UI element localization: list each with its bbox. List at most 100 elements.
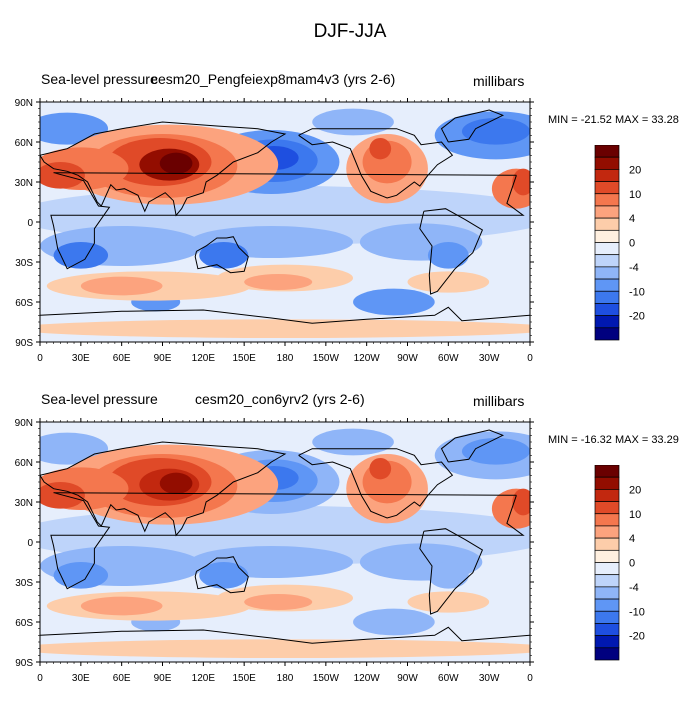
colorbar-swatch (594, 145, 620, 158)
colorbar-swatch (594, 525, 620, 539)
lon-tick-label: 30W (479, 353, 500, 364)
colorbar-swatch (594, 574, 620, 588)
colorbar-swatch (594, 229, 620, 243)
colorbar-label: -10 (629, 606, 645, 618)
colorbar-swatch (594, 169, 620, 182)
lat-tick-label: 0 (27, 538, 33, 549)
lon-tick-label: 60E (113, 673, 131, 684)
lon-tick-label: 120W (354, 673, 381, 684)
lat-tick-label: 90S (15, 658, 33, 669)
lon-tick-label: 60E (113, 353, 131, 364)
lat-tick-label: 60N (15, 138, 33, 149)
lat-tick-label: 60S (15, 618, 33, 629)
min-max-label: MIN = -21.52 MAX = 33.28 (548, 114, 679, 126)
colorbar-swatch (594, 549, 620, 563)
colorbar-label: 20 (629, 164, 641, 176)
lon-tick-label: 30E (72, 673, 90, 684)
colorbar-swatch (594, 513, 620, 527)
colorbar-swatch (594, 217, 620, 231)
colorbar-swatch (594, 586, 620, 600)
colorbar-swatch (594, 193, 620, 207)
lon-tick-label: 150E (232, 353, 256, 364)
colorbar-label: 4 (629, 533, 635, 545)
colorbar-label: 10 (629, 189, 641, 201)
units-label: millibars (473, 393, 525, 409)
colorbar: 20 10 4 0 -4 -10 -20 (567, 465, 700, 665)
lon-tick-label: 0 (527, 353, 533, 364)
colorbar: 20 10 4 0 -4 -10 -20 (567, 145, 700, 345)
lon-tick-label: 60W (438, 673, 459, 684)
units-label: millibars (473, 73, 525, 89)
colorbar-label: 0 (629, 238, 635, 250)
colorbar-swatch (594, 205, 620, 219)
lon-tick-label: 120E (192, 353, 216, 364)
colorbar-swatch (594, 290, 620, 304)
lon-tick-label: 90W (397, 673, 418, 684)
contour-map: 90N 60N 30N 0 30S 60S 90S 0 30E 60E 90E 120E 150E 180… (15, 418, 534, 684)
lat-tick-label: 0 (27, 218, 33, 229)
lon-tick-label: 0 (527, 673, 533, 684)
field-label: Sea-level pressure (41, 71, 158, 87)
colorbar-swatch (594, 562, 620, 576)
lon-tick-label: 0 (37, 353, 43, 364)
colorbar-swatch (594, 610, 620, 624)
colorbar-swatch (594, 242, 620, 256)
colorbar-swatch (594, 315, 620, 329)
map-panel-bottom: Sea-level pressure cesm20_con6yrv2 (yrs … (0, 390, 700, 710)
lat-tick-label: 60S (15, 298, 33, 309)
colorbar-label: -4 (629, 582, 639, 594)
map-panel-top: Sea-level pressure cesm20_Pengfeiexp8mam… (0, 70, 700, 390)
lon-tick-label: 120E (192, 673, 216, 684)
colorbar-label: 4 (629, 213, 635, 225)
colorbar-swatch (594, 501, 620, 515)
colorbar-label: -20 (629, 631, 645, 643)
lat-tick-label: 30N (15, 178, 33, 189)
lat-tick-label: 60N (15, 458, 33, 469)
colorbar-swatch (594, 623, 620, 636)
contour-map: 90N 60N 30N 0 30S 60S 90S 0 30E 60E 90E 120E 150E 180… (15, 98, 534, 364)
lat-tick-label: 90S (15, 338, 33, 349)
lon-tick-label: 90E (154, 353, 172, 364)
main-title: DJF-JJA (313, 21, 387, 42)
lon-tick-label: 30W (479, 673, 500, 684)
lon-tick-label: 180 (277, 673, 294, 684)
lat-tick-label: 90N (15, 418, 33, 429)
lon-tick-label: 150W (313, 353, 340, 364)
lon-tick-label: 30E (72, 353, 90, 364)
colorbar-swatch (594, 278, 620, 292)
colorbar-swatch (594, 635, 620, 649)
lat-tick-label: 30N (15, 498, 33, 509)
lon-tick-label: 150W (313, 673, 340, 684)
colorbar-label: -20 (629, 311, 645, 323)
colorbar-swatch (594, 327, 620, 341)
lon-tick-label: 90E (154, 673, 172, 684)
colorbar-swatch (594, 303, 620, 316)
lon-tick-label: 180 (277, 353, 294, 364)
colorbar-swatch (594, 266, 620, 280)
lon-tick-label: 60W (438, 353, 459, 364)
lon-tick-label: 150E (232, 673, 256, 684)
colorbar-swatch (594, 181, 620, 195)
colorbar-swatch (594, 465, 620, 478)
colorbar-label: 0 (629, 558, 635, 570)
case-label: cesm20_Pengfeiexp8mam4v3 (yrs 2-6) (151, 71, 396, 87)
colorbar-swatch (594, 489, 620, 502)
lat-tick-label: 30S (15, 258, 33, 269)
colorbar-swatch (594, 647, 620, 661)
colorbar-label: -4 (629, 262, 639, 274)
colorbar-label: 20 (629, 484, 641, 496)
colorbar-swatch (594, 476, 620, 490)
lat-tick-label: 90N (15, 98, 33, 109)
colorbar-swatch (594, 537, 620, 551)
colorbar-label: 10 (629, 509, 641, 521)
lon-tick-label: 90W (397, 353, 418, 364)
lon-tick-label: 120W (354, 353, 381, 364)
min-max-label: MIN = -16.32 MAX = 33.29 (548, 434, 679, 446)
case-label: cesm20_con6yrv2 (yrs 2-6) (195, 391, 365, 407)
lat-tick-label: 30S (15, 578, 33, 589)
field-label: Sea-level pressure (41, 391, 158, 407)
colorbar-label: -10 (629, 286, 645, 298)
colorbar-swatch (594, 156, 620, 170)
lon-tick-label: 0 (37, 673, 43, 684)
colorbar-swatch (594, 254, 620, 268)
